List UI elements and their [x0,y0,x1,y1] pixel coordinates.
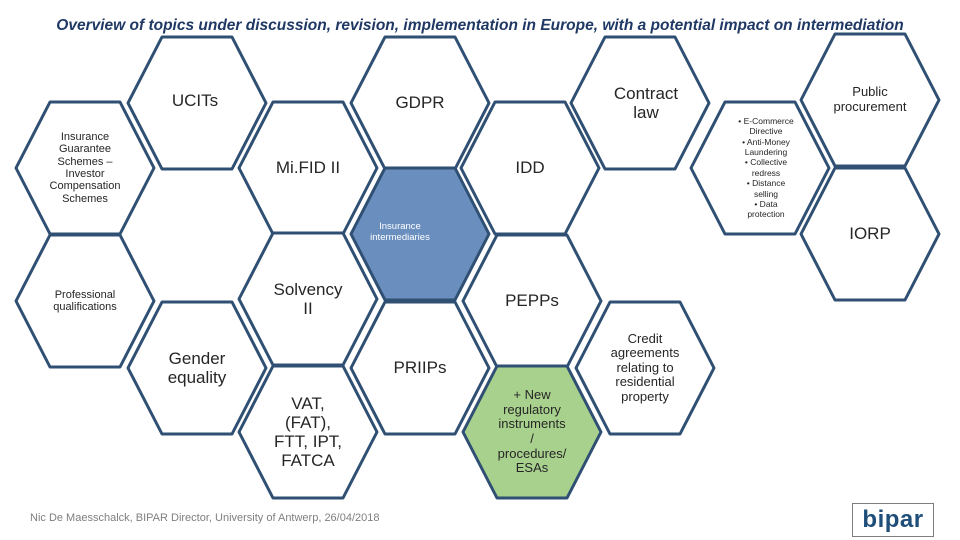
topic-bullet-list: • E-Commerce Directive • Anti-Money Launder… [722,116,810,220]
hexagon-label-line: qualifications [53,301,117,313]
logo-text: bipar [862,506,924,533]
hexagon-iorp [799,166,941,302]
hexagon-label-line: Schemes [62,192,108,205]
hexagon-label-insurance-intermediaries: Insurance intermediaries [340,175,460,291]
hexagon-label-line: II [303,299,313,318]
page-title: Overview of topics under discussion, rev… [56,17,904,34]
hexagon-label-iorp: IORP [810,176,930,292]
hexagon-label-solvency: Solvency II [248,241,368,357]
hexagon-label-line: PEPPs [505,291,559,311]
hexagon-label-new-regulatory: + New regulatory instruments / procedures/ES… [472,374,592,490]
hexagon-label-line: agreements [610,345,680,361]
hexagon-professional-qualifications [14,233,156,369]
hexagon-new-regulatory [461,364,603,500]
hexagon-label-line: IORP [849,224,891,244]
hexagon-label-line: Guarantee [59,143,111,156]
hexagon-label-line: property [621,388,669,404]
hexagon-label-priips: PRIIPs [360,310,480,426]
hexagon-label-line: Gender [168,348,226,368]
hexagon-label-line: Mi.FID II [275,158,341,178]
hexagon-label-line: Schemes – [57,155,113,168]
bullet-item: • Collective [744,157,788,168]
hexagon-label-line: FTT, IPT, [274,432,342,451]
hexagon-label-line: PRIIPs [393,358,447,378]
hexagon-label-line: Insurance [60,131,110,144]
hexagon-label-line: Contract [613,83,679,103]
hexagon-label-line: regulatory [503,401,561,417]
hexagon-label-insurance-guarantee: Insurance Guarantee Schemes – Investor Compe… [25,110,145,226]
hexagon-gender-equality [126,300,268,436]
hexagon-label-line: Public [852,84,888,100]
hexagon-label-line: Professional [54,288,116,301]
bullet-item: • Distance [746,178,786,189]
hexagon-label-mifid: Mi.FID II [248,110,368,226]
hexagon-label-line: UCITs [171,91,219,111]
bullet-item: protection [747,209,785,220]
bullet-item: selling [753,188,779,199]
hexagon-label-gender-equality: Gender equality [137,310,257,426]
hexagon-label-line: + New [513,387,551,403]
hexagon-label-idd: IDD [470,110,590,226]
hexagon-priips [349,300,491,436]
hexagon-label-pepps: PEPPs [472,243,592,359]
hexagon-label-line: intermediaries [370,232,430,243]
hexagon-label-contract-law: Contract law [586,45,706,161]
hexagon-public-procurement [799,32,941,168]
bullet-item: • Data [754,198,778,209]
hexagon-label-line: relating to [616,359,674,375]
hexagon-label-ucits: UCITs [135,43,255,159]
bullet-item: • Anti-Money [742,136,790,147]
hexagon-insurance-intermediaries [349,166,491,302]
footer-credit: Nic De Maesschalck, BIPAR Director, Univ… [30,512,380,524]
hexagon-vat [237,364,379,500]
hexagon-label-credit-agreements: Credit agreements relating to residential pr… [585,310,705,426]
hexagon-label-gdpr: GDPR [360,45,480,161]
hexagon-label-line: equality [167,368,227,387]
hexagon-contract-law [569,35,711,171]
hexagon-label-line: Investor [65,168,105,180]
hexagon-label-vat: VAT, (FAT), FTT, IPT, FATCA [248,374,368,490]
hexagon-label-line: procedures/ [497,445,567,461]
hexagon-label-line: VAT, [291,393,325,413]
bullet-item: redress [751,167,781,178]
hexagon-label-line: ESAs [515,460,549,476]
hexagon-label-line: GDPR [395,93,445,113]
bullet-list-hexagon [689,100,831,236]
hexagon-label-line: Solvency [273,279,343,299]
hexagon-label-line: IDD [515,158,545,178]
bipar-logo: bipar [852,503,934,537]
hexagon-label-professional-qualifications: Professional qualifications [25,243,145,359]
bullet-item: • E-Commerce [738,116,794,126]
hexagon-credit-agreements [574,300,716,436]
hexagon-label-line: Compensation [49,180,121,193]
hexagon-ucits [126,35,268,171]
hexagon-label-line: Credit [627,330,663,346]
hexagon-label-line: law [633,103,659,122]
bullet-item: Laundering [744,147,788,158]
hexagon-label-line: residential [615,374,675,390]
hexagon-label-line: / [530,431,534,446]
hexagon-label-public-procurement: Public procurement [810,42,930,158]
hexagon-label-line: Insurance [379,221,421,233]
hexagon-label-line: FATCA [281,451,335,471]
hexagon-label-line: procurement [833,99,907,114]
bullet-item: Directive [749,126,783,137]
hexagon-label-line: (FAT), [285,412,331,432]
hexagon-label-line: instruments [498,416,566,432]
